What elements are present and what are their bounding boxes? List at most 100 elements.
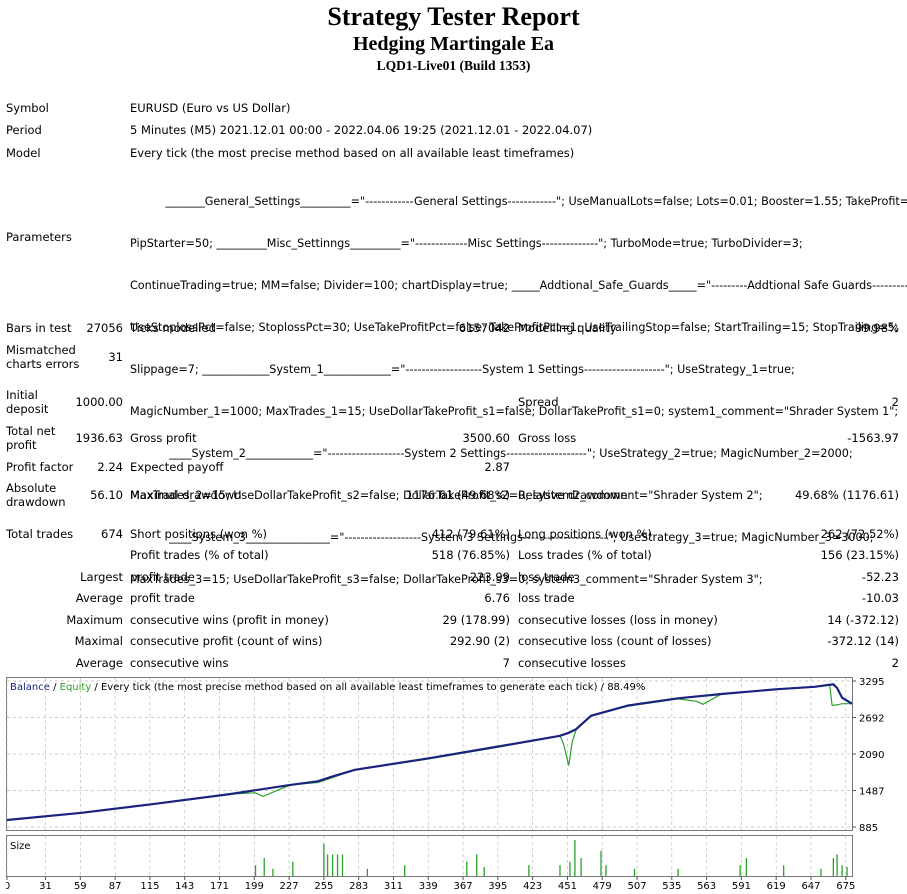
x-tick-label: 227 <box>280 881 299 891</box>
quality-label: Modelling quality <box>518 321 617 335</box>
y-ticks: 885 1487 2090 2692 3295 <box>852 677 884 834</box>
series-line-balance <box>6 683 853 822</box>
legend-separator: / <box>50 682 60 693</box>
average-loss-label: loss trade <box>518 591 575 605</box>
y-tick-label: 3295 <box>859 677 884 688</box>
avg-label: Average <box>75 656 123 670</box>
balance-chart-svg: 885 1487 2090 2692 3295 0 31 59 87 115 143 171 199 2… <box>4 677 884 892</box>
parameters-line: ContinueTrading=true; MM=false; Divider=… <box>130 279 907 292</box>
x-tick-label: 479 <box>593 881 612 891</box>
max-wins-label: consecutive wins (profit in money) <box>130 613 329 627</box>
size-label: Size <box>10 841 31 852</box>
x-tick-label: 143 <box>175 881 194 891</box>
parameters-line: MagicNumber_1=1000; MaxTrades_1=15; UseD… <box>130 405 899 418</box>
legend-balance: Balance <box>10 682 50 693</box>
report-title: Strategy Tester Report <box>327 2 580 31</box>
legend-equity: Equity <box>60 682 92 693</box>
bars-value: 27056 <box>86 321 123 335</box>
period-label: Period <box>6 123 42 137</box>
largest-profit-value: 223.99 <box>469 570 510 584</box>
size-bars <box>254 840 848 876</box>
netprofit-label-2: profit <box>6 438 37 452</box>
avg-losses-value: 2 <box>891 656 899 670</box>
x-tick-label: 0 <box>6 881 10 891</box>
y-tick-label: 1487 <box>859 787 884 798</box>
deposit-label: Initial <box>6 388 38 402</box>
avg-wins-value: 7 <box>502 656 510 670</box>
x-tick-label: 59 <box>74 881 87 891</box>
x-tick-label: 283 <box>349 881 368 891</box>
ltrades-label: Loss trades (% of total) <box>518 548 652 562</box>
absdd-value: 56.10 <box>90 488 123 502</box>
largest-loss-value: -52.23 <box>861 570 899 584</box>
pf-value: 2.24 <box>97 460 123 474</box>
maxdd-label: Maximal drawdown <box>130 488 242 502</box>
x-tick-label: 255 <box>314 881 333 891</box>
maximal-profit-label: consecutive profit (count of wins) <box>130 634 323 648</box>
ticks-label: Ticks modelled <box>130 321 216 335</box>
x-tick-label: 339 <box>419 881 438 891</box>
expert-name: Hedging Martingale Ea <box>352 33 555 55</box>
x-tick-label: 31 <box>39 881 52 891</box>
x-tick-label: 367 <box>454 881 473 891</box>
maximal-loss-value: -372.12 (14) <box>827 634 899 648</box>
ptrades-label: Profit trades (% of total) <box>130 548 269 562</box>
pf-label: Profit factor <box>6 460 74 474</box>
parameters-line: ____System_2____________="--------------… <box>130 447 853 460</box>
x-tick-label: 115 <box>140 881 159 891</box>
x-tick-label: 563 <box>697 881 716 891</box>
maxdd-value: 1176.61 (49.68%) <box>405 488 510 502</box>
max-wins-value: 29 (178.99) <box>442 613 510 627</box>
model-value: Every tick (the most precise method base… <box>130 146 575 160</box>
x-tick-label: 199 <box>245 881 264 891</box>
grossprofit-label: Gross profit <box>130 431 197 445</box>
reldd-label: Relative drawdown <box>518 488 628 502</box>
trades-value: 674 <box>101 527 123 541</box>
maximal-label: Maximal <box>74 634 123 648</box>
model-label: Model <box>6 146 41 160</box>
absdd-label: Absolute <box>6 481 57 495</box>
x-tick-label: 647 <box>801 881 820 891</box>
x-tick-label: 507 <box>627 881 646 891</box>
netprofit-value: 1936.63 <box>75 431 123 445</box>
spread-label: Spread <box>518 395 559 409</box>
ptrades-value: 518 (76.85%) <box>431 548 510 562</box>
x-tick-label: 395 <box>488 881 507 891</box>
short-label: Short positions (won %) <box>130 527 268 541</box>
parameters-line: ____System_3_______________="-----------… <box>130 531 874 544</box>
mismatch-label: Mismatched <box>6 343 76 357</box>
x-tick-label: 87 <box>109 881 122 891</box>
parameters-label: Parameters <box>6 230 72 244</box>
parameters-line: UseStoplossPct=false; StoplossPct=30; Us… <box>130 321 899 334</box>
max-losses-label: consecutive losses (loss in money) <box>518 613 718 627</box>
average-profit-value: 6.76 <box>484 591 510 605</box>
largest-label: Largest <box>80 570 123 584</box>
x-tick-label: 423 <box>523 881 542 891</box>
parameters-value: _______General_Settings_________="------… <box>130 167 907 601</box>
x-tick-label: 451 <box>558 881 577 891</box>
average-profit-label: profit trade <box>130 591 195 605</box>
grossloss-label: Gross loss <box>518 431 577 445</box>
long-value: 262 (72.52%) <box>820 527 899 541</box>
expected-value: 2.87 <box>484 460 510 474</box>
deposit-label-2: deposit <box>6 402 49 416</box>
grossloss-value: -1563.97 <box>847 431 899 445</box>
absdd-label-2: drawdown <box>6 495 66 509</box>
maximum-label: Maximum <box>66 613 123 627</box>
x-ticks: 0 31 59 87 115 143 171 199 227 255 283 311 339 367 395… <box>4 876 855 892</box>
trades-label: Total trades <box>6 527 74 541</box>
max-losses-value: 14 (-372.12) <box>827 613 899 627</box>
largest-loss-label: loss trade <box>518 570 575 584</box>
y-tick-label: 885 <box>859 823 878 834</box>
reldd-value: 49.68% (1176.61) <box>794 488 899 502</box>
expected-label: Expected payoff <box>130 460 224 474</box>
x-tick-label: 311 <box>384 881 403 891</box>
avg-wins-label: consecutive wins <box>130 656 229 670</box>
x-tick-label: 619 <box>767 881 786 891</box>
x-tick-label: 171 <box>210 881 229 891</box>
maximal-loss-label: consecutive loss (count of losses) <box>518 634 712 648</box>
grid <box>6 678 852 876</box>
ticks-value: 6157042 <box>458 321 510 335</box>
bars-label: Bars in test <box>6 321 72 335</box>
parameters-line: Slippage=7; ____________System_1________… <box>130 363 795 376</box>
